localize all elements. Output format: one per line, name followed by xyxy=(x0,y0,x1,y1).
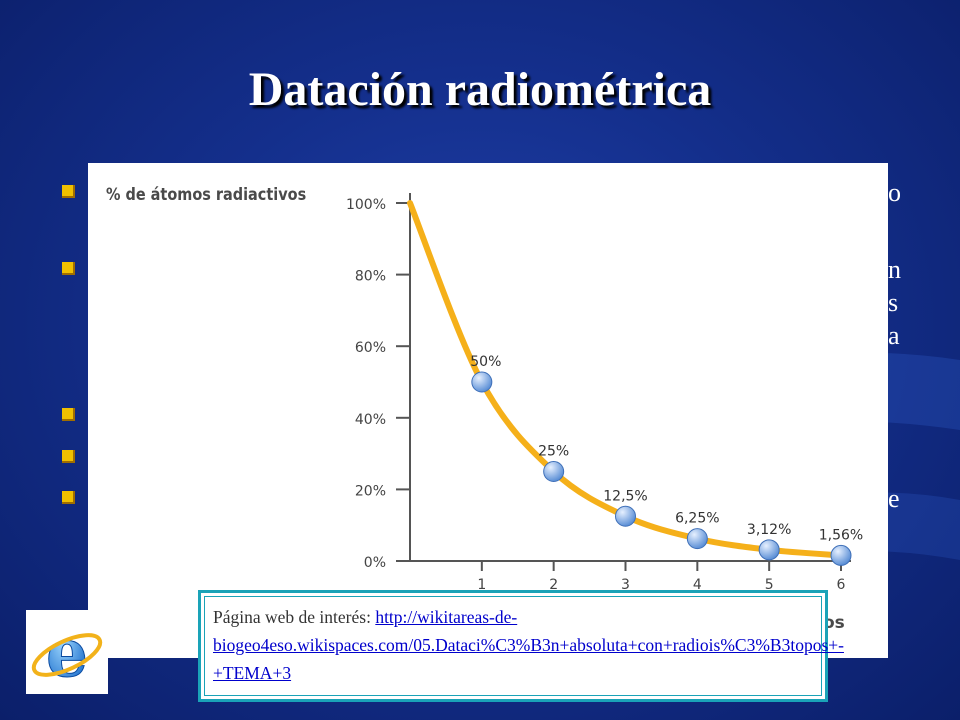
data-point-label: 3,12% xyxy=(747,522,791,538)
bullet-marker xyxy=(62,491,75,504)
x-tick-label: 4 xyxy=(693,577,702,593)
link-label: Página web de interés: xyxy=(213,607,376,627)
bullet-text-fragment: o xyxy=(888,178,901,207)
data-point-marker xyxy=(615,505,636,527)
svg-text:e: e xyxy=(46,614,88,692)
x-axis-title: os xyxy=(823,613,845,633)
bullet-text-fragment: a xyxy=(888,321,900,350)
bullet-text-fragment: n xyxy=(888,255,901,284)
x-tick-label: 6 xyxy=(837,577,846,593)
x-tick-label: 5 xyxy=(765,577,774,593)
data-point-marker xyxy=(758,539,780,561)
decay-chart: % de átomos radiactivos 0% 20% 40% 60% 80% 10… xyxy=(88,163,888,658)
data-point-marker xyxy=(686,528,708,550)
y-tick-label: 0% xyxy=(364,555,386,571)
data-point-marker xyxy=(543,461,565,482)
x-tick-label: 3 xyxy=(621,577,630,593)
y-axis-title: % de átomos radiactivos xyxy=(106,185,307,205)
bullet-marker xyxy=(62,262,75,275)
resource-link[interactable]: http://wikitareas-de-biogeo4eso.wikispac… xyxy=(213,607,844,683)
data-point-marker xyxy=(830,544,852,566)
link-box-content: Página web de interés: http://wikitareas… xyxy=(204,596,844,696)
y-tick-label: 20% xyxy=(355,483,386,499)
bullet-text-fragment: e xyxy=(888,484,900,513)
y-tick-label: 80% xyxy=(355,269,386,285)
bullet-text-fragment: s xyxy=(888,288,899,317)
bullet-marker xyxy=(62,185,75,198)
slide-title: Datación radiométrica xyxy=(248,63,712,116)
bullet-marker xyxy=(62,408,75,421)
x-tick-label: 2 xyxy=(549,577,558,593)
y-tick-label: 60% xyxy=(355,340,386,356)
chart-plot: 0% 20% 40% 60% 80% 100% 1 2 3 4 5 6 50% 25% 12,5% 6,25%… xyxy=(346,193,863,593)
data-point-label: 6,25% xyxy=(675,511,719,527)
internet-explorer-icon[interactable]: e xyxy=(26,610,108,694)
y-tick-label: 40% xyxy=(355,412,386,428)
link-box: Página web de interés: http://wikitareas… xyxy=(198,590,844,702)
data-point-label: 50% xyxy=(470,354,501,370)
bullet-marker xyxy=(62,450,75,463)
data-point-label: 12,5% xyxy=(603,488,647,504)
data-point-marker xyxy=(471,371,493,393)
data-point-label: 25% xyxy=(538,444,569,460)
x-tick-label: 1 xyxy=(477,577,486,593)
data-point-label: 1,56% xyxy=(819,527,863,543)
y-tick-label: 100% xyxy=(346,197,386,213)
